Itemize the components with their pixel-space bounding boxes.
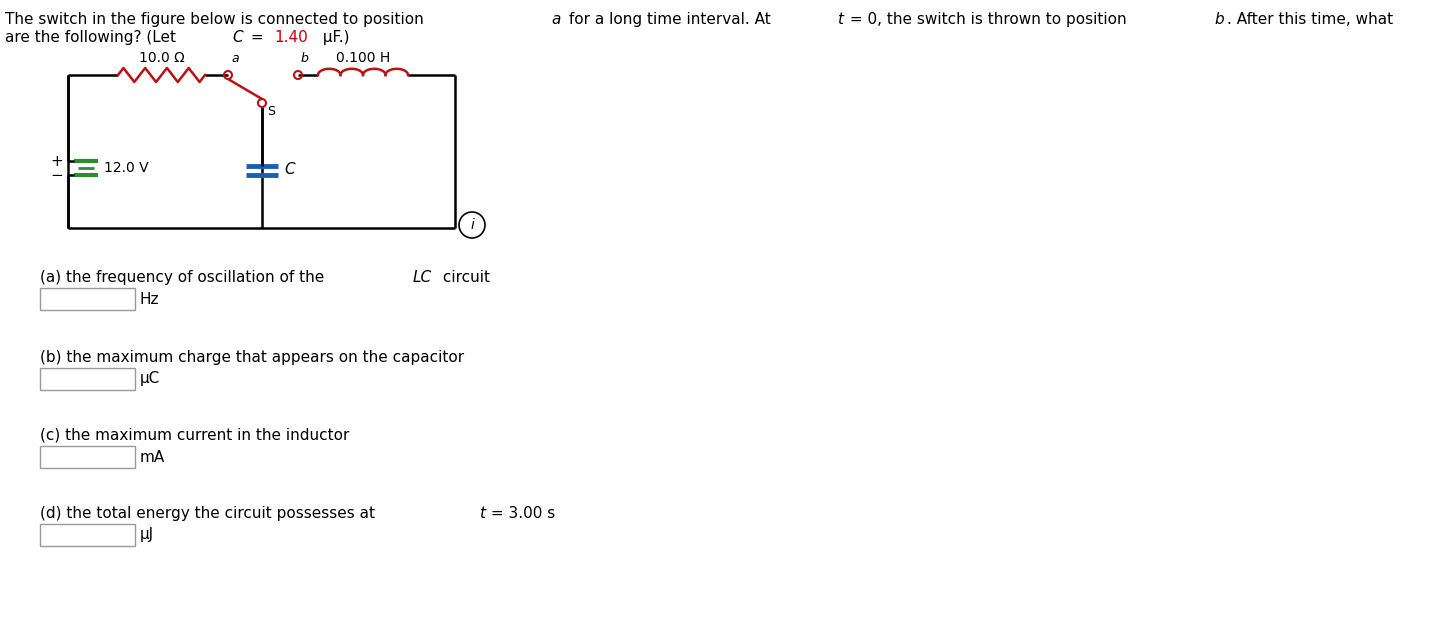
Text: (b) the maximum charge that appears on the capacitor: (b) the maximum charge that appears on t… bbox=[40, 350, 464, 365]
Bar bbox=[40, 288, 134, 310]
Text: +: + bbox=[50, 154, 63, 168]
Text: C: C bbox=[231, 30, 243, 45]
Text: The switch in the figure below is connected to position: The switch in the figure below is connec… bbox=[4, 12, 429, 27]
Text: =: = bbox=[246, 30, 269, 45]
Bar bbox=[40, 524, 134, 546]
Bar bbox=[40, 446, 134, 468]
Text: (d) the total energy the circuit possesses at: (d) the total energy the circuit possess… bbox=[40, 506, 380, 521]
Text: μJ: μJ bbox=[140, 528, 154, 542]
Text: b: b bbox=[1215, 12, 1223, 27]
Text: a: a bbox=[231, 52, 239, 65]
Text: b: b bbox=[302, 52, 309, 65]
Text: C: C bbox=[284, 163, 294, 178]
Text: μC: μC bbox=[140, 371, 160, 387]
Text: = 0, the switch is thrown to position: = 0, the switch is thrown to position bbox=[845, 12, 1130, 27]
Text: 12.0 V: 12.0 V bbox=[104, 161, 149, 175]
Text: (a) the frequency of oscillation of the: (a) the frequency of oscillation of the bbox=[40, 270, 329, 285]
Text: = 3.00 s: = 3.00 s bbox=[486, 506, 556, 521]
Text: . After this time, what: . After this time, what bbox=[1226, 12, 1393, 27]
Text: (c) the maximum current in the inductor: (c) the maximum current in the inductor bbox=[40, 428, 349, 443]
Text: are the following? (Let: are the following? (Let bbox=[4, 30, 181, 45]
Text: μF.): μF.) bbox=[319, 30, 350, 45]
Bar bbox=[40, 368, 134, 390]
Text: i: i bbox=[470, 218, 474, 232]
Text: LC: LC bbox=[413, 270, 432, 285]
Text: −: − bbox=[50, 168, 63, 182]
Text: t: t bbox=[837, 12, 843, 27]
Text: Hz: Hz bbox=[140, 291, 160, 307]
Text: circuit: circuit bbox=[437, 270, 490, 285]
Text: 0.100 H: 0.100 H bbox=[336, 51, 390, 65]
Text: 1.40: 1.40 bbox=[274, 30, 309, 45]
Text: mA: mA bbox=[140, 450, 166, 464]
Text: t: t bbox=[479, 506, 484, 521]
Text: S: S bbox=[267, 105, 274, 118]
Text: 10.0 Ω: 10.0 Ω bbox=[139, 51, 184, 65]
Text: a: a bbox=[552, 12, 562, 27]
Text: for a long time interval. At: for a long time interval. At bbox=[563, 12, 776, 27]
